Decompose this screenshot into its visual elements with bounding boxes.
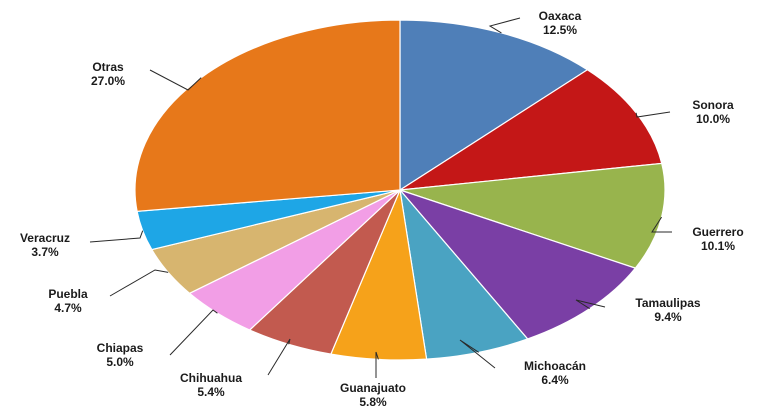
slice-name-guanajuato: Guanajuato <box>340 381 406 395</box>
pie-slices <box>134 19 666 361</box>
leader-line-veracruz <box>89 230 144 243</box>
slice-value-tamaulipas: 9.4% <box>654 310 682 324</box>
leader-line-guanajuato <box>375 351 379 378</box>
slice-name-oaxaca: Oaxaca <box>539 9 582 23</box>
slice-value-otras: 27.0% <box>91 74 125 88</box>
slice-name-otras: Otras <box>92 60 124 74</box>
leader-line-oaxaca <box>488 17 521 34</box>
slice-value-guanajuato: 5.8% <box>359 395 387 409</box>
slice-name-veracruz: Veracruz <box>20 231 70 245</box>
slice-name-guerrero: Guerrero <box>692 225 743 239</box>
slice-value-chiapas: 5.0% <box>106 355 134 369</box>
pie-slice-oaxaca <box>399 19 589 192</box>
leader-line-sonora <box>635 111 671 118</box>
leader-line-puebla <box>109 269 169 297</box>
slice-value-michoacan: 6.4% <box>541 373 569 387</box>
leader-line-michoacan <box>459 339 496 369</box>
slice-name-michoacan: Michoacán <box>524 359 586 373</box>
pie-slice-tamaulipas <box>398 188 637 340</box>
slice-name-puebla: Puebla <box>48 287 88 301</box>
leader-line-tamaulipas <box>575 299 606 310</box>
slice-value-sonora: 10.0% <box>696 112 730 126</box>
slice-value-veracruz: 3.7% <box>31 245 59 259</box>
leader-line-chiapas <box>169 309 218 356</box>
leader-line-chihuahua <box>267 338 291 376</box>
leader-line-otras <box>149 69 202 91</box>
slice-value-oaxaca: 12.5% <box>543 23 577 37</box>
slice-name-chiapas: Chiapas <box>97 341 144 355</box>
pie-slice-otras <box>134 19 401 212</box>
slice-name-sonora: Sonora <box>692 98 734 112</box>
leader-line-guerrero <box>651 216 672 233</box>
slice-name-chihuahua: Chihuahua <box>180 371 242 385</box>
slice-value-chihuahua: 5.4% <box>197 385 225 399</box>
slice-name-tamaulipas: Tamaulipas <box>635 296 700 310</box>
slice-value-puebla: 4.7% <box>54 301 82 315</box>
slice-value-guerrero: 10.1% <box>701 239 735 253</box>
